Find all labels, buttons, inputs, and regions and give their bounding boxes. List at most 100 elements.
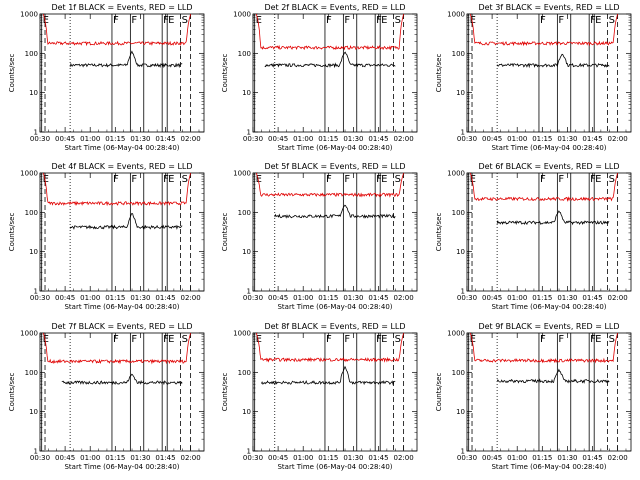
lld-series-line: [42, 172, 191, 207]
y-tick-label: 1: [461, 448, 465, 456]
x-tick-label: 00:45: [268, 294, 288, 302]
y-tick-label: 1: [247, 448, 251, 456]
panel-title: Det 6f BLACK = Events, RED = LLD: [478, 162, 619, 171]
x-tick-label: 02:00: [181, 294, 201, 302]
y-tick-label: 100: [238, 369, 251, 377]
y-tick-label: 1: [34, 448, 38, 456]
x-tick-label: 02:00: [608, 135, 628, 143]
x-tick-label: 01:15: [532, 454, 552, 462]
x-tick-label: 01:15: [318, 135, 338, 143]
marker-label: F: [113, 15, 119, 26]
marker-label: F: [558, 334, 564, 345]
panel-title: Det 1f BLACK = Events, RED = LLD: [51, 3, 192, 12]
marker-label: S: [182, 334, 188, 345]
x-tick-label: 02:00: [394, 294, 414, 302]
x-tick-label: 00:45: [482, 294, 502, 302]
x-tick-label: 00:30: [30, 135, 50, 143]
marker-label: F: [376, 15, 382, 26]
y-tick-label: 1: [34, 129, 38, 137]
panel-det-6: Det 6f BLACK = Events, RED = LLD 1 10 100 10…: [435, 162, 632, 311]
x-tick-label: 00:30: [457, 454, 477, 462]
y-tick-label: 10: [242, 408, 251, 416]
y-axis-label: Counts/sec: [8, 373, 16, 412]
x-tick-label: 00:45: [268, 135, 288, 143]
plot-frame: [252, 13, 418, 133]
panel-det-8: Det 8f BLACK = Events, RED = LLD 1 10 100 10…: [221, 322, 418, 471]
plot-frame: [466, 13, 632, 133]
marker-label: F: [113, 334, 119, 345]
x-tick-label: 01:15: [105, 454, 125, 462]
y-tick-label: 100: [452, 369, 465, 377]
y-tick-label: 100: [238, 209, 251, 217]
marker-label: E: [256, 174, 262, 185]
marker-label: F: [558, 15, 564, 26]
x-tick-label: 00:30: [243, 135, 263, 143]
x-axis-label: Start Time (06-May-04 00:28:40): [277, 463, 392, 471]
x-axis-label: Start Time (06-May-04 00:28:40): [277, 144, 392, 152]
plot-frame: [39, 172, 205, 292]
y-tick-label: 1000: [233, 330, 251, 338]
y-tick-label: 10: [242, 248, 251, 256]
x-tick-label: 01:15: [532, 135, 552, 143]
y-tick-label: 10: [456, 408, 465, 416]
x-tick-label: 01:45: [582, 454, 602, 462]
plot-frame: [39, 13, 205, 133]
x-tick-label: 01:30: [130, 294, 150, 302]
x-tick-label: 02:00: [608, 454, 628, 462]
x-tick-label: 00:45: [482, 135, 502, 143]
x-tick-label: 01:00: [80, 454, 100, 462]
lld-series-line: [469, 172, 618, 202]
panel-title: Det 4f BLACK = Events, RED = LLD: [51, 162, 192, 171]
marker-label: E: [381, 174, 387, 185]
panel-det-4: Det 4f BLACK = Events, RED = LLD 1 10 100 10…: [8, 162, 205, 311]
y-tick-label: 1000: [233, 11, 251, 19]
marker-label: F: [163, 15, 169, 26]
panel-title: Det 2f BLACK = Events, RED = LLD: [264, 3, 405, 12]
y-axis-label: Counts/sec: [435, 54, 443, 93]
marker-label: E: [168, 334, 174, 345]
marker-label: E: [168, 174, 174, 185]
y-axis-label: Counts/sec: [221, 213, 229, 252]
lld-series-line: [255, 172, 404, 198]
y-tick-label: 10: [456, 89, 465, 97]
marker-label: F: [131, 334, 137, 345]
marker-label: F: [590, 334, 596, 345]
y-axis-label: Counts/sec: [435, 373, 443, 412]
y-tick-label: 100: [25, 369, 38, 377]
y-axis-label: Counts/sec: [221, 373, 229, 412]
y-tick-label: 1: [461, 288, 465, 296]
marker-label: F: [590, 15, 596, 26]
x-tick-label: 01:45: [368, 135, 388, 143]
x-tick-label: 02:00: [608, 294, 628, 302]
y-tick-label: 100: [452, 50, 465, 58]
events-series-line: [264, 51, 396, 69]
y-tick-label: 1: [247, 288, 251, 296]
x-tick-label: 00:45: [55, 454, 75, 462]
lld-series-line: [42, 332, 191, 365]
marker-label: F: [376, 174, 382, 185]
x-tick-label: 01:45: [155, 454, 175, 462]
lld-series-line: [42, 13, 191, 47]
x-tick-label: 01:45: [155, 294, 175, 302]
panel-title: Det 9f BLACK = Events, RED = LLD: [478, 322, 619, 331]
x-tick-label: 00:30: [30, 294, 50, 302]
marker-label: S: [395, 334, 401, 345]
marker-label: F: [540, 334, 546, 345]
x-tick-label: 01:15: [532, 294, 552, 302]
y-tick-label: 10: [242, 89, 251, 97]
x-tick-label: 01:45: [582, 135, 602, 143]
x-axis-label: Start Time (06-May-04 00:28:40): [64, 463, 179, 471]
y-tick-label: 10: [456, 248, 465, 256]
marker-label: E: [168, 15, 174, 26]
marker-label: F: [540, 174, 546, 185]
marker-label: F: [540, 15, 546, 26]
x-tick-label: 01:30: [130, 135, 150, 143]
y-tick-label: 1: [461, 129, 465, 137]
x-tick-label: 01:00: [293, 135, 313, 143]
x-tick-label: 01:15: [318, 294, 338, 302]
x-tick-label: 02:00: [181, 135, 201, 143]
x-tick-label: 00:30: [30, 454, 50, 462]
x-tick-label: 00:30: [243, 294, 263, 302]
y-tick-label: 100: [238, 50, 251, 58]
